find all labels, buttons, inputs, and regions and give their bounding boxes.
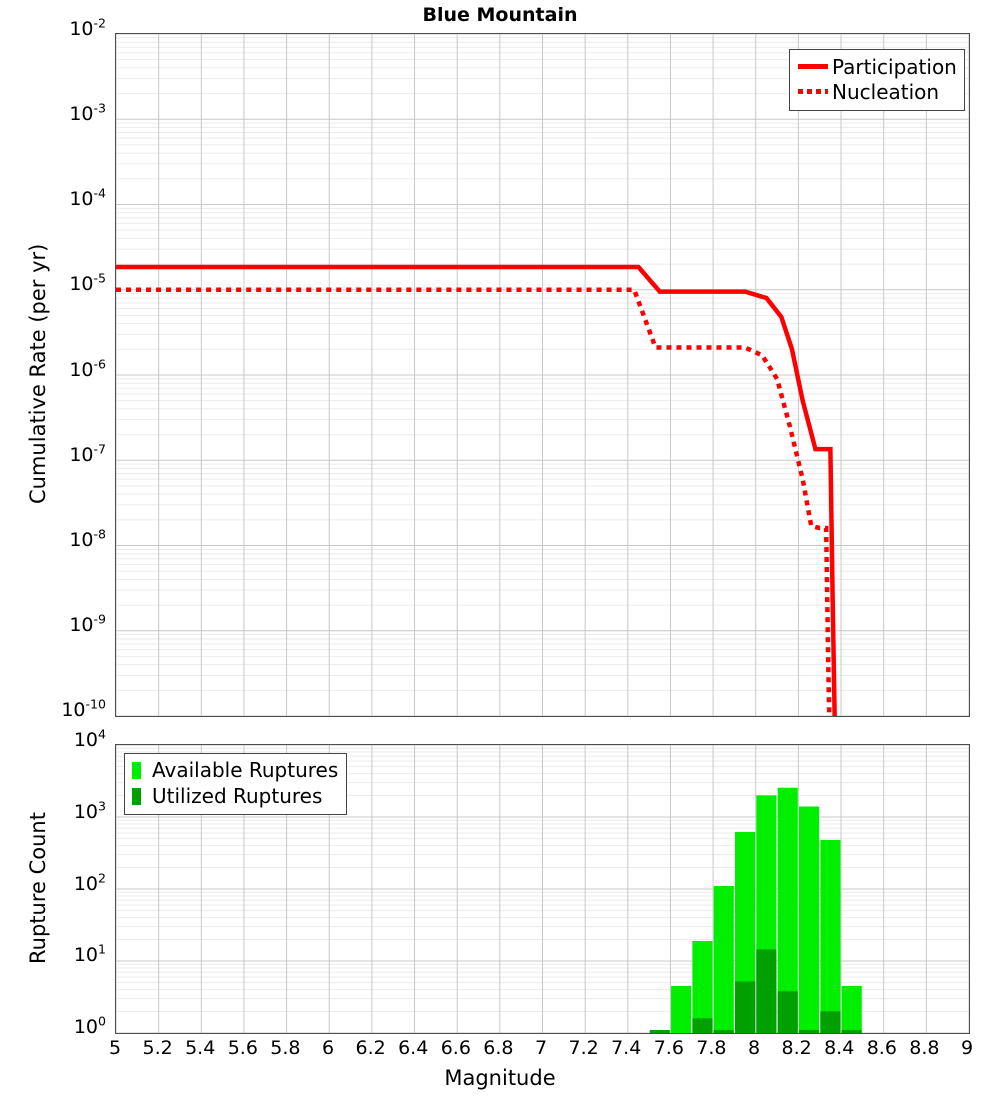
bar-utilized	[799, 1029, 820, 1033]
bar-available	[777, 787, 798, 1033]
bar-utilized	[777, 991, 798, 1033]
legend-item-participation: Participation	[796, 54, 957, 79]
legend-label-utilized-ruptures: Utilized Ruptures	[152, 784, 323, 808]
legend-label-nucleation: Nucleation	[832, 79, 940, 104]
x-tick-label: 7.2	[568, 1037, 599, 1059]
legend-bottom: Available Ruptures Utilized Ruptures	[124, 753, 347, 815]
top-y-tick-label: 10-2	[69, 15, 106, 40]
x-tick-label: 6.2	[355, 1037, 386, 1059]
top-y-tick-label: 10-5	[69, 271, 106, 296]
bar-available	[713, 886, 734, 1033]
top-y-tick-label: 10-9	[69, 611, 106, 636]
solid-line-icon	[796, 64, 830, 69]
bar-utilized	[735, 981, 756, 1033]
bar-available	[820, 839, 841, 1033]
x-tick-label: 5.6	[227, 1037, 258, 1059]
bottom-y-tick-label: 104	[73, 726, 106, 751]
bar-available	[841, 985, 862, 1033]
x-tick-label: 6.8	[483, 1037, 514, 1059]
x-tick-label: 9	[960, 1037, 974, 1059]
dotted-line-icon	[796, 89, 830, 94]
x-tick-label: 8.2	[781, 1037, 812, 1059]
bottom-y-tick-label: 101	[73, 941, 106, 967]
top-y-tick-label: 10-4	[69, 185, 106, 211]
top-y-tick-label: 10-7	[69, 441, 106, 466]
x-tick-label: 5.4	[185, 1037, 216, 1059]
top-y-tick-label: 10-8	[69, 526, 106, 551]
top-y-tick-label: 10-6	[69, 356, 106, 381]
top-panel-curves	[116, 264, 837, 716]
legend-label-participation: Participation	[832, 54, 957, 79]
legend-top: Participation Nucleation	[789, 49, 965, 111]
top-y-tick-label: 10-10	[61, 696, 106, 721]
bottom-y-tick-label: 103	[73, 798, 106, 823]
x-tick-label: 5.8	[270, 1037, 301, 1059]
bar-utilized	[756, 949, 777, 1033]
top-panel-grid	[116, 34, 969, 716]
available-ruptures-swatch-icon	[132, 761, 148, 779]
x-tick-label: 6.4	[398, 1037, 429, 1059]
cumulative-rate-plot	[115, 33, 970, 717]
x-tick-label: 7	[534, 1037, 548, 1059]
x-tick-label: 6	[321, 1037, 335, 1059]
bar-available	[799, 806, 820, 1033]
bar-available	[671, 985, 692, 1033]
bar-utilized	[692, 1018, 713, 1033]
figure-title: Blue Mountain	[422, 4, 578, 26]
x-tick-label: 7.4	[611, 1037, 642, 1059]
legend-item-available-ruptures: Available Ruptures	[132, 757, 338, 783]
x-tick-label: 7.6	[653, 1037, 684, 1059]
x-tick-label: 8.8	[909, 1037, 940, 1059]
bottom-y-tick-label: 100	[73, 1013, 106, 1038]
series-participation	[116, 264, 837, 716]
series-nucleation	[116, 287, 832, 716]
x-tick-label: 6.6	[440, 1037, 471, 1059]
x-tick-label: 5	[108, 1037, 122, 1059]
x-tick-label: 7.8	[696, 1037, 727, 1059]
top-y-tick-label: 10-3	[69, 100, 106, 126]
x-tick-label: 8.6	[866, 1037, 897, 1059]
x-tick-label: 5.2	[142, 1037, 173, 1059]
utilized-ruptures-swatch-icon	[132, 787, 148, 805]
x-axis-title: Magnitude	[444, 1066, 556, 1090]
bar-utilized	[713, 1029, 734, 1033]
bottom-panel-bars	[649, 787, 862, 1033]
bar-utilized	[820, 1011, 841, 1033]
bar-utilized	[841, 1029, 862, 1033]
x-tick-label: 8.4	[824, 1037, 855, 1059]
legend-item-nucleation: Nucleation	[796, 79, 957, 104]
legend-label-available-ruptures: Available Ruptures	[152, 758, 339, 782]
x-tick-label: 8	[747, 1037, 761, 1059]
bar-available	[692, 940, 713, 1033]
bottom-y-tick-label: 102	[73, 870, 106, 895]
bar-utilized	[649, 1029, 670, 1033]
legend-item-utilized-ruptures: Utilized Ruptures	[132, 783, 338, 809]
